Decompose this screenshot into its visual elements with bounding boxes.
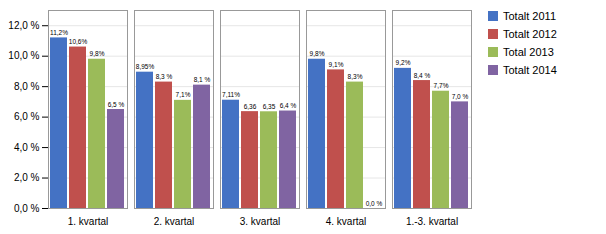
html-text:Totalt 2014: Totalt 2014 xyxy=(503,64,557,76)
html-text:Totalt 2011: Totalt 2011 xyxy=(503,10,556,22)
html-text:Total 2013: Total 2013 xyxy=(503,46,554,58)
svg-text:4,0 %: 4,0 % xyxy=(14,142,40,153)
svg-text:9,1%: 9,1% xyxy=(329,61,344,68)
svg-text:8,3 %: 8,3 % xyxy=(156,73,173,80)
svg-text:1. kvartal: 1. kvartal xyxy=(68,216,109,227)
svg-text:4. kvartal: 4. kvartal xyxy=(326,216,367,227)
svg-text:9,8%: 9,8% xyxy=(310,50,325,57)
svg-text:3. kvartal: 3. kvartal xyxy=(240,216,281,227)
svg-text:0,0 %: 0,0 % xyxy=(366,200,383,207)
svg-text:7,7%: 7,7% xyxy=(434,82,449,89)
svg-text:7,11%: 7,11% xyxy=(222,91,240,98)
svg-text:6,36: 6,36 xyxy=(244,103,257,110)
svg-text:1.-3. kvartal: 1.-3. kvartal xyxy=(406,216,458,227)
svg-text:8,95%: 8,95% xyxy=(136,63,155,70)
svg-text:11,2%: 11,2% xyxy=(50,29,68,36)
svg-text:10,0 %: 10,0 % xyxy=(8,50,39,61)
svg-text:7,0 %: 7,0 % xyxy=(452,93,469,100)
svg-text:8,4 %: 8,4 % xyxy=(414,72,431,79)
svg-text:8,3%: 8,3% xyxy=(348,73,363,80)
svg-text:6,5 %: 6,5 % xyxy=(108,101,125,108)
svg-text:0,0 %: 0,0 % xyxy=(14,203,40,214)
svg-text:2,0 %: 2,0 % xyxy=(14,172,40,183)
svg-text:12,0 %: 12,0 % xyxy=(8,20,39,31)
svg-text:6,0 %: 6,0 % xyxy=(14,111,40,122)
svg-text:9,8%: 9,8% xyxy=(90,50,105,57)
svg-text:7,1%: 7,1% xyxy=(176,91,191,98)
svg-text:8,0 %: 8,0 % xyxy=(14,81,40,92)
svg-text:6,4 %: 6,4 % xyxy=(280,102,297,109)
svg-text:10,6%: 10,6% xyxy=(69,38,88,45)
svg-text:9,2%: 9,2% xyxy=(396,59,411,66)
svg-text:2. kvartal: 2. kvartal xyxy=(154,216,195,227)
svg-text:6,35: 6,35 xyxy=(263,103,276,110)
svg-text:8,1 %: 8,1 % xyxy=(194,76,211,83)
html-text:Totalt 2012: Totalt 2012 xyxy=(503,28,557,40)
